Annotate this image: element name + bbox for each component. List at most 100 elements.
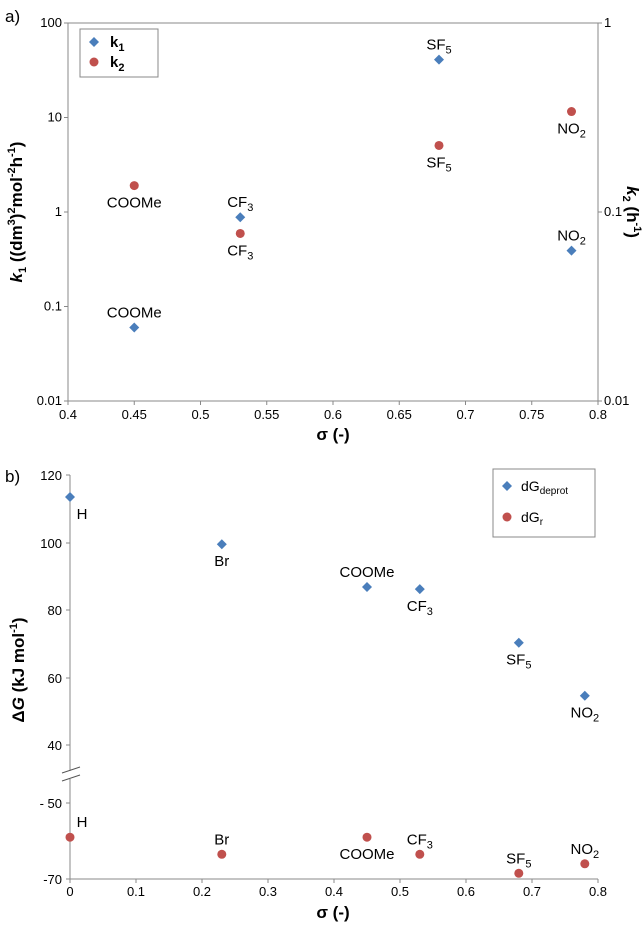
panel-a-y-axis-label: k1 ((dm3)2mol-2h-1)	[6, 142, 29, 283]
x-tick-label: 0.45	[122, 407, 147, 422]
k2-point	[235, 228, 245, 238]
k2-point	[434, 140, 444, 150]
x-tick-label: 0.65	[387, 407, 412, 422]
dGr-point	[514, 868, 524, 878]
y2-tick-label: 0.01	[604, 393, 629, 408]
k2-point	[129, 181, 139, 191]
y-tick-label: 10	[48, 110, 62, 125]
x-tick-label: 0.2	[193, 884, 211, 899]
x-tick-label: 0.1	[127, 884, 145, 899]
panel-a-points: COOMe CF3 SF5 NO2 COOMe CF3 SF5 NO2	[107, 37, 586, 333]
k1-point	[235, 212, 246, 223]
k2-point-label: SF5	[426, 154, 451, 174]
panel-b-x-axis-label: σ (-)	[316, 903, 349, 922]
dGdeprot-point	[513, 637, 524, 648]
dGdeprot-point-label: Br	[214, 553, 229, 570]
dGdeprot-point	[216, 539, 227, 550]
panel-a-y2-ticks: 0.01 0.1 1	[598, 15, 629, 408]
panel-b-x-ticks: 0 0.1 0.2 0.3 0.4 0.5 0.6 0.7 0.8	[66, 879, 607, 899]
x-tick-label: 0.6	[324, 407, 342, 422]
dGdeprot-point-label: H	[77, 506, 88, 523]
y-tick-label: 0.1	[44, 299, 62, 314]
k1-point	[566, 245, 577, 256]
panel-a-y2-axis-label: k2 (h-1)	[620, 186, 643, 238]
x-tick-label: 0.55	[254, 407, 279, 422]
legend-k2-marker	[89, 57, 99, 67]
x-tick-label: 0.8	[589, 884, 607, 899]
dGdeprot-point	[362, 582, 372, 593]
legend-dgr-marker	[502, 512, 512, 522]
legend-k1-marker	[89, 37, 99, 47]
x-tick-label: 0.7	[456, 407, 474, 422]
k1-point-label: NO2	[557, 228, 586, 248]
legend-k2-label: k2	[110, 54, 124, 74]
panel-b-label: b)	[5, 467, 20, 486]
dGr-point	[362, 832, 372, 842]
panel-b: b) 0 0.1 0.2 0.3 0.4 0.5 0.6 0.7 0.8 40 60 80 100 12…	[5, 467, 607, 922]
panel-b-y-axis-label: ΔG (kJ mol-1)	[8, 617, 28, 722]
panel-a-legend: k1 k2	[79, 28, 159, 78]
panel-a: a) 0.4 0.45 0.5 0.55 0.6 0.65 0.7 0.75 0.8 0.010…	[5, 7, 643, 444]
y-tick-label: 40	[48, 738, 62, 753]
axis-break-mark-2	[61, 774, 81, 782]
y-tick-label: 80	[48, 603, 62, 618]
panel-b-legend-box	[492, 468, 596, 538]
x-tick-label: 0.6	[457, 884, 475, 899]
k2-point-label: CF3	[227, 242, 253, 262]
panel-b-y-ticks: 40 60 80 100 120 - 50 -70	[40, 468, 70, 887]
legend-dgdeprot-marker	[502, 481, 512, 491]
k1-point-label: COOMe	[107, 304, 162, 321]
y-tick-label: 120	[40, 468, 62, 483]
panel-b-points: H Br COOMe CF3 SF5 NO2 H Br COOMe CF3 SF5 NO2	[65, 491, 599, 878]
dGr-point	[415, 849, 425, 859]
dGr-point-label: Br	[214, 831, 229, 848]
y-tick-label: -70	[43, 872, 62, 887]
panel-a-x-ticks: 0.4 0.45 0.5 0.55 0.6 0.65 0.7 0.75 0.8	[59, 401, 607, 422]
y2-tick-label: 1	[604, 15, 611, 30]
y2-tick-label: 0.1	[604, 204, 622, 219]
dGdeprot-point	[65, 491, 75, 502]
y-tick-label: 60	[48, 671, 62, 686]
x-tick-label: 0.4	[59, 407, 77, 422]
dGdeprot-point-label: NO2	[570, 705, 599, 725]
y-tick-label: 100	[40, 15, 62, 30]
k2-point	[567, 107, 576, 117]
legend-k1-label: k1	[110, 34, 124, 54]
dGr-point-label: CF3	[407, 831, 433, 851]
panel-a-x-axis-label: σ (-)	[316, 425, 349, 444]
dGr-point-label: H	[77, 814, 88, 831]
legend-dgr-label: dGr	[521, 509, 544, 528]
legend-dgdeprot-label: dGdeprot	[521, 478, 568, 497]
k1-point-label: SF5	[426, 37, 451, 57]
dGr-point	[65, 832, 75, 842]
x-tick-label: 0.4	[325, 884, 343, 899]
dGdeprot-point	[579, 690, 590, 701]
dGr-point	[580, 859, 590, 869]
k1-point	[129, 322, 140, 333]
x-tick-label: 0	[66, 884, 73, 899]
x-tick-label: 0.5	[391, 884, 409, 899]
k1-point	[434, 54, 444, 65]
dGr-point-label: SF5	[506, 850, 531, 870]
dGdeprot-point-label: SF5	[506, 652, 531, 672]
dGr-point	[217, 849, 227, 859]
dGdeprot-point	[414, 584, 425, 595]
dGdeprot-point-label: CF3	[407, 598, 433, 618]
k2-point-label: NO2	[557, 121, 586, 141]
y-tick-label: 0.01	[37, 393, 62, 408]
x-tick-label: 0.7	[523, 884, 541, 899]
dGr-point-label: COOMe	[339, 846, 394, 863]
k2-point-label: COOMe	[107, 195, 162, 212]
panel-a-label: a)	[5, 7, 20, 26]
panel-b-legend: dGdeprot dGr	[492, 468, 596, 538]
x-tick-label: 0.3	[259, 884, 277, 899]
x-tick-label: 0.5	[191, 407, 209, 422]
y-tick-label: 1	[55, 204, 62, 219]
y-tick-label: 100	[40, 536, 62, 551]
panel-a-legend-box	[79, 28, 159, 78]
k1-point-label: CF3	[227, 194, 253, 214]
y-tick-label: - 50	[40, 796, 62, 811]
axis-break-mark-1	[61, 766, 81, 774]
dGdeprot-point-label: COOMe	[339, 564, 394, 581]
